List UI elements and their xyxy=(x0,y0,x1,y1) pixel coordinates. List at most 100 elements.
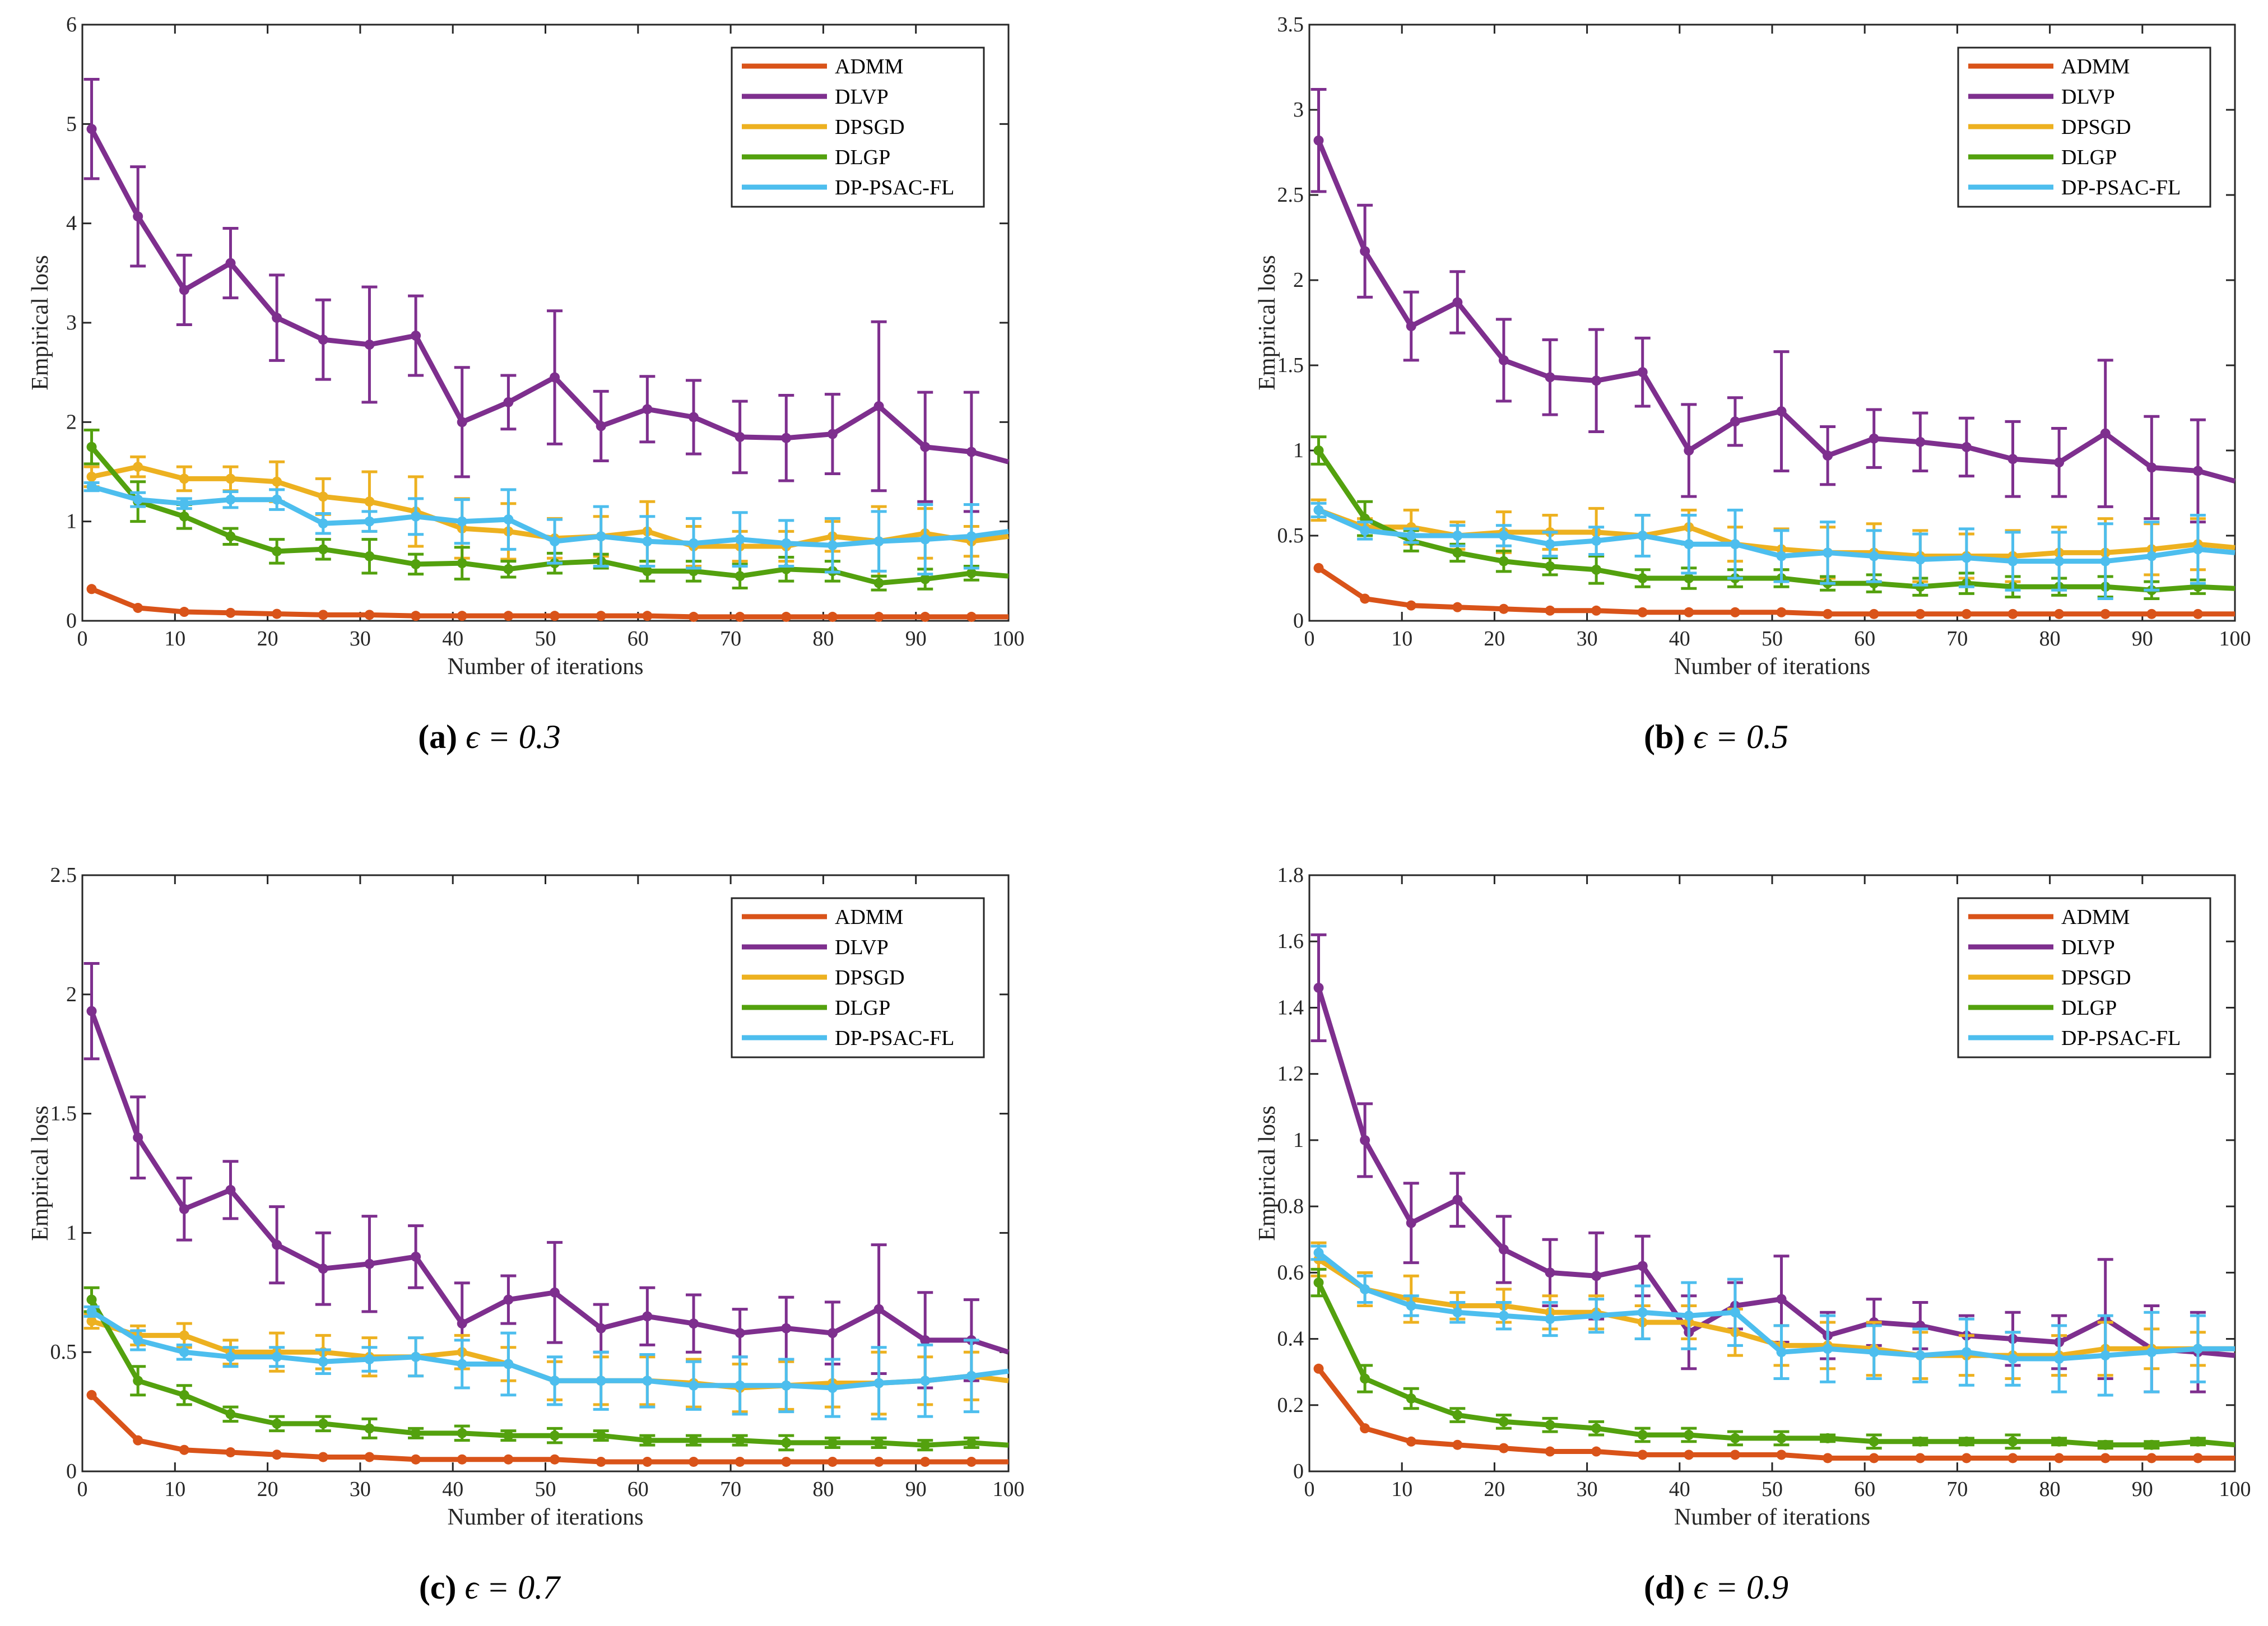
x-tick-label: 100 xyxy=(993,1478,1025,1501)
data-point xyxy=(1869,433,1879,444)
data-point xyxy=(318,1356,328,1367)
y-tick-label: 1.4 xyxy=(1277,996,1304,1019)
data-point xyxy=(179,498,189,509)
x-tick-label: 40 xyxy=(442,1478,463,1501)
x-tick-label: 70 xyxy=(720,1478,741,1501)
data-point xyxy=(364,340,375,350)
data-point xyxy=(2100,1350,2111,1361)
data-point xyxy=(318,1452,328,1462)
data-point xyxy=(272,546,282,556)
data-point xyxy=(873,401,884,411)
caption-text: ϵ = 0.7 xyxy=(464,1569,561,1606)
series-admm xyxy=(1313,563,2235,619)
data-point xyxy=(1313,1247,1324,1258)
x-axis-label: Number of iterations xyxy=(448,1504,644,1530)
data-point xyxy=(2054,1453,2065,1464)
data-point xyxy=(364,1452,375,1462)
data-point xyxy=(966,1456,977,1467)
data-point xyxy=(225,1447,236,1457)
data-point xyxy=(1360,1284,1370,1294)
data-point xyxy=(1545,561,1555,572)
x-tick-label: 70 xyxy=(720,627,741,651)
data-point xyxy=(966,611,977,622)
legend-label: DP-PSAC-FL xyxy=(835,1026,954,1050)
y-tick-label: 0 xyxy=(1293,1460,1304,1483)
data-point xyxy=(2146,1439,2157,1450)
data-point xyxy=(1498,355,1509,365)
x-tick-label: 10 xyxy=(1391,627,1412,651)
data-point xyxy=(1591,605,1602,616)
data-point xyxy=(550,1287,560,1298)
y-axis-label: Empirical loss xyxy=(1254,255,1280,390)
x-tick-label: 10 xyxy=(164,627,185,651)
data-point xyxy=(1313,1363,1324,1374)
data-point xyxy=(86,1306,97,1317)
data-point xyxy=(86,124,97,134)
data-point xyxy=(1869,1347,1879,1358)
data-point xyxy=(642,566,653,577)
x-tick-label: 60 xyxy=(1854,1478,1875,1501)
series-dp-psac-fl xyxy=(1310,501,2236,600)
data-point xyxy=(735,534,745,545)
data-point xyxy=(642,1435,653,1446)
y-tick-label: 0.4 xyxy=(1277,1327,1304,1351)
data-point xyxy=(1961,1347,1972,1358)
series-admm xyxy=(1313,1363,2235,1464)
data-point xyxy=(1498,1311,1509,1321)
x-tick-label: 80 xyxy=(812,1478,834,1501)
data-point xyxy=(133,494,143,505)
data-point xyxy=(1591,1311,1602,1321)
data-point xyxy=(2192,466,2203,476)
data-point xyxy=(2007,608,2018,619)
data-point xyxy=(318,491,328,502)
data-point xyxy=(1313,505,1324,515)
data-point xyxy=(966,568,977,578)
data-point xyxy=(550,1430,560,1441)
data-point xyxy=(1360,1373,1370,1384)
data-point xyxy=(920,611,931,622)
x-tick-label: 10 xyxy=(1391,1478,1412,1501)
data-point xyxy=(2146,1347,2157,1358)
data-point xyxy=(86,471,97,482)
data-point xyxy=(133,602,143,613)
data-point xyxy=(2100,428,2111,439)
caption-text: ϵ = 0.5 xyxy=(1693,718,1788,755)
data-point xyxy=(735,1328,745,1339)
data-point xyxy=(1406,531,1416,541)
data-point xyxy=(86,584,97,594)
data-point xyxy=(133,462,143,472)
data-point xyxy=(1545,1267,1555,1278)
data-point xyxy=(1961,552,1972,563)
data-point xyxy=(642,611,653,621)
data-point xyxy=(2100,608,2111,619)
data-point xyxy=(550,372,560,383)
x-tick-label: 0 xyxy=(77,627,88,651)
y-tick-label: 0 xyxy=(1293,609,1304,633)
data-point xyxy=(86,481,97,492)
data-point xyxy=(735,1380,745,1391)
series-dlvp xyxy=(83,78,1010,513)
data-point xyxy=(873,1378,884,1388)
data-point xyxy=(133,211,143,222)
series-dlgp xyxy=(83,1286,1009,1452)
data-point xyxy=(179,285,189,295)
data-point xyxy=(1776,406,1787,417)
data-point xyxy=(1406,321,1416,332)
data-point xyxy=(225,258,236,268)
data-point xyxy=(1915,1453,1926,1464)
caption-text: ϵ = 0.3 xyxy=(466,718,561,755)
data-point xyxy=(596,1430,606,1441)
data-point xyxy=(225,1409,236,1419)
x-tick-label: 20 xyxy=(1484,1478,1505,1501)
data-point xyxy=(2192,1344,2203,1354)
data-point xyxy=(179,1347,189,1358)
data-point xyxy=(2054,457,2065,468)
data-point xyxy=(411,1454,421,1465)
panel-caption: (b) ϵ = 0.5 xyxy=(1644,718,1788,755)
data-point xyxy=(920,1456,931,1467)
x-tick-label: 90 xyxy=(905,627,927,651)
data-point xyxy=(1776,551,1787,561)
data-point xyxy=(272,1450,282,1460)
data-point xyxy=(86,1316,97,1326)
